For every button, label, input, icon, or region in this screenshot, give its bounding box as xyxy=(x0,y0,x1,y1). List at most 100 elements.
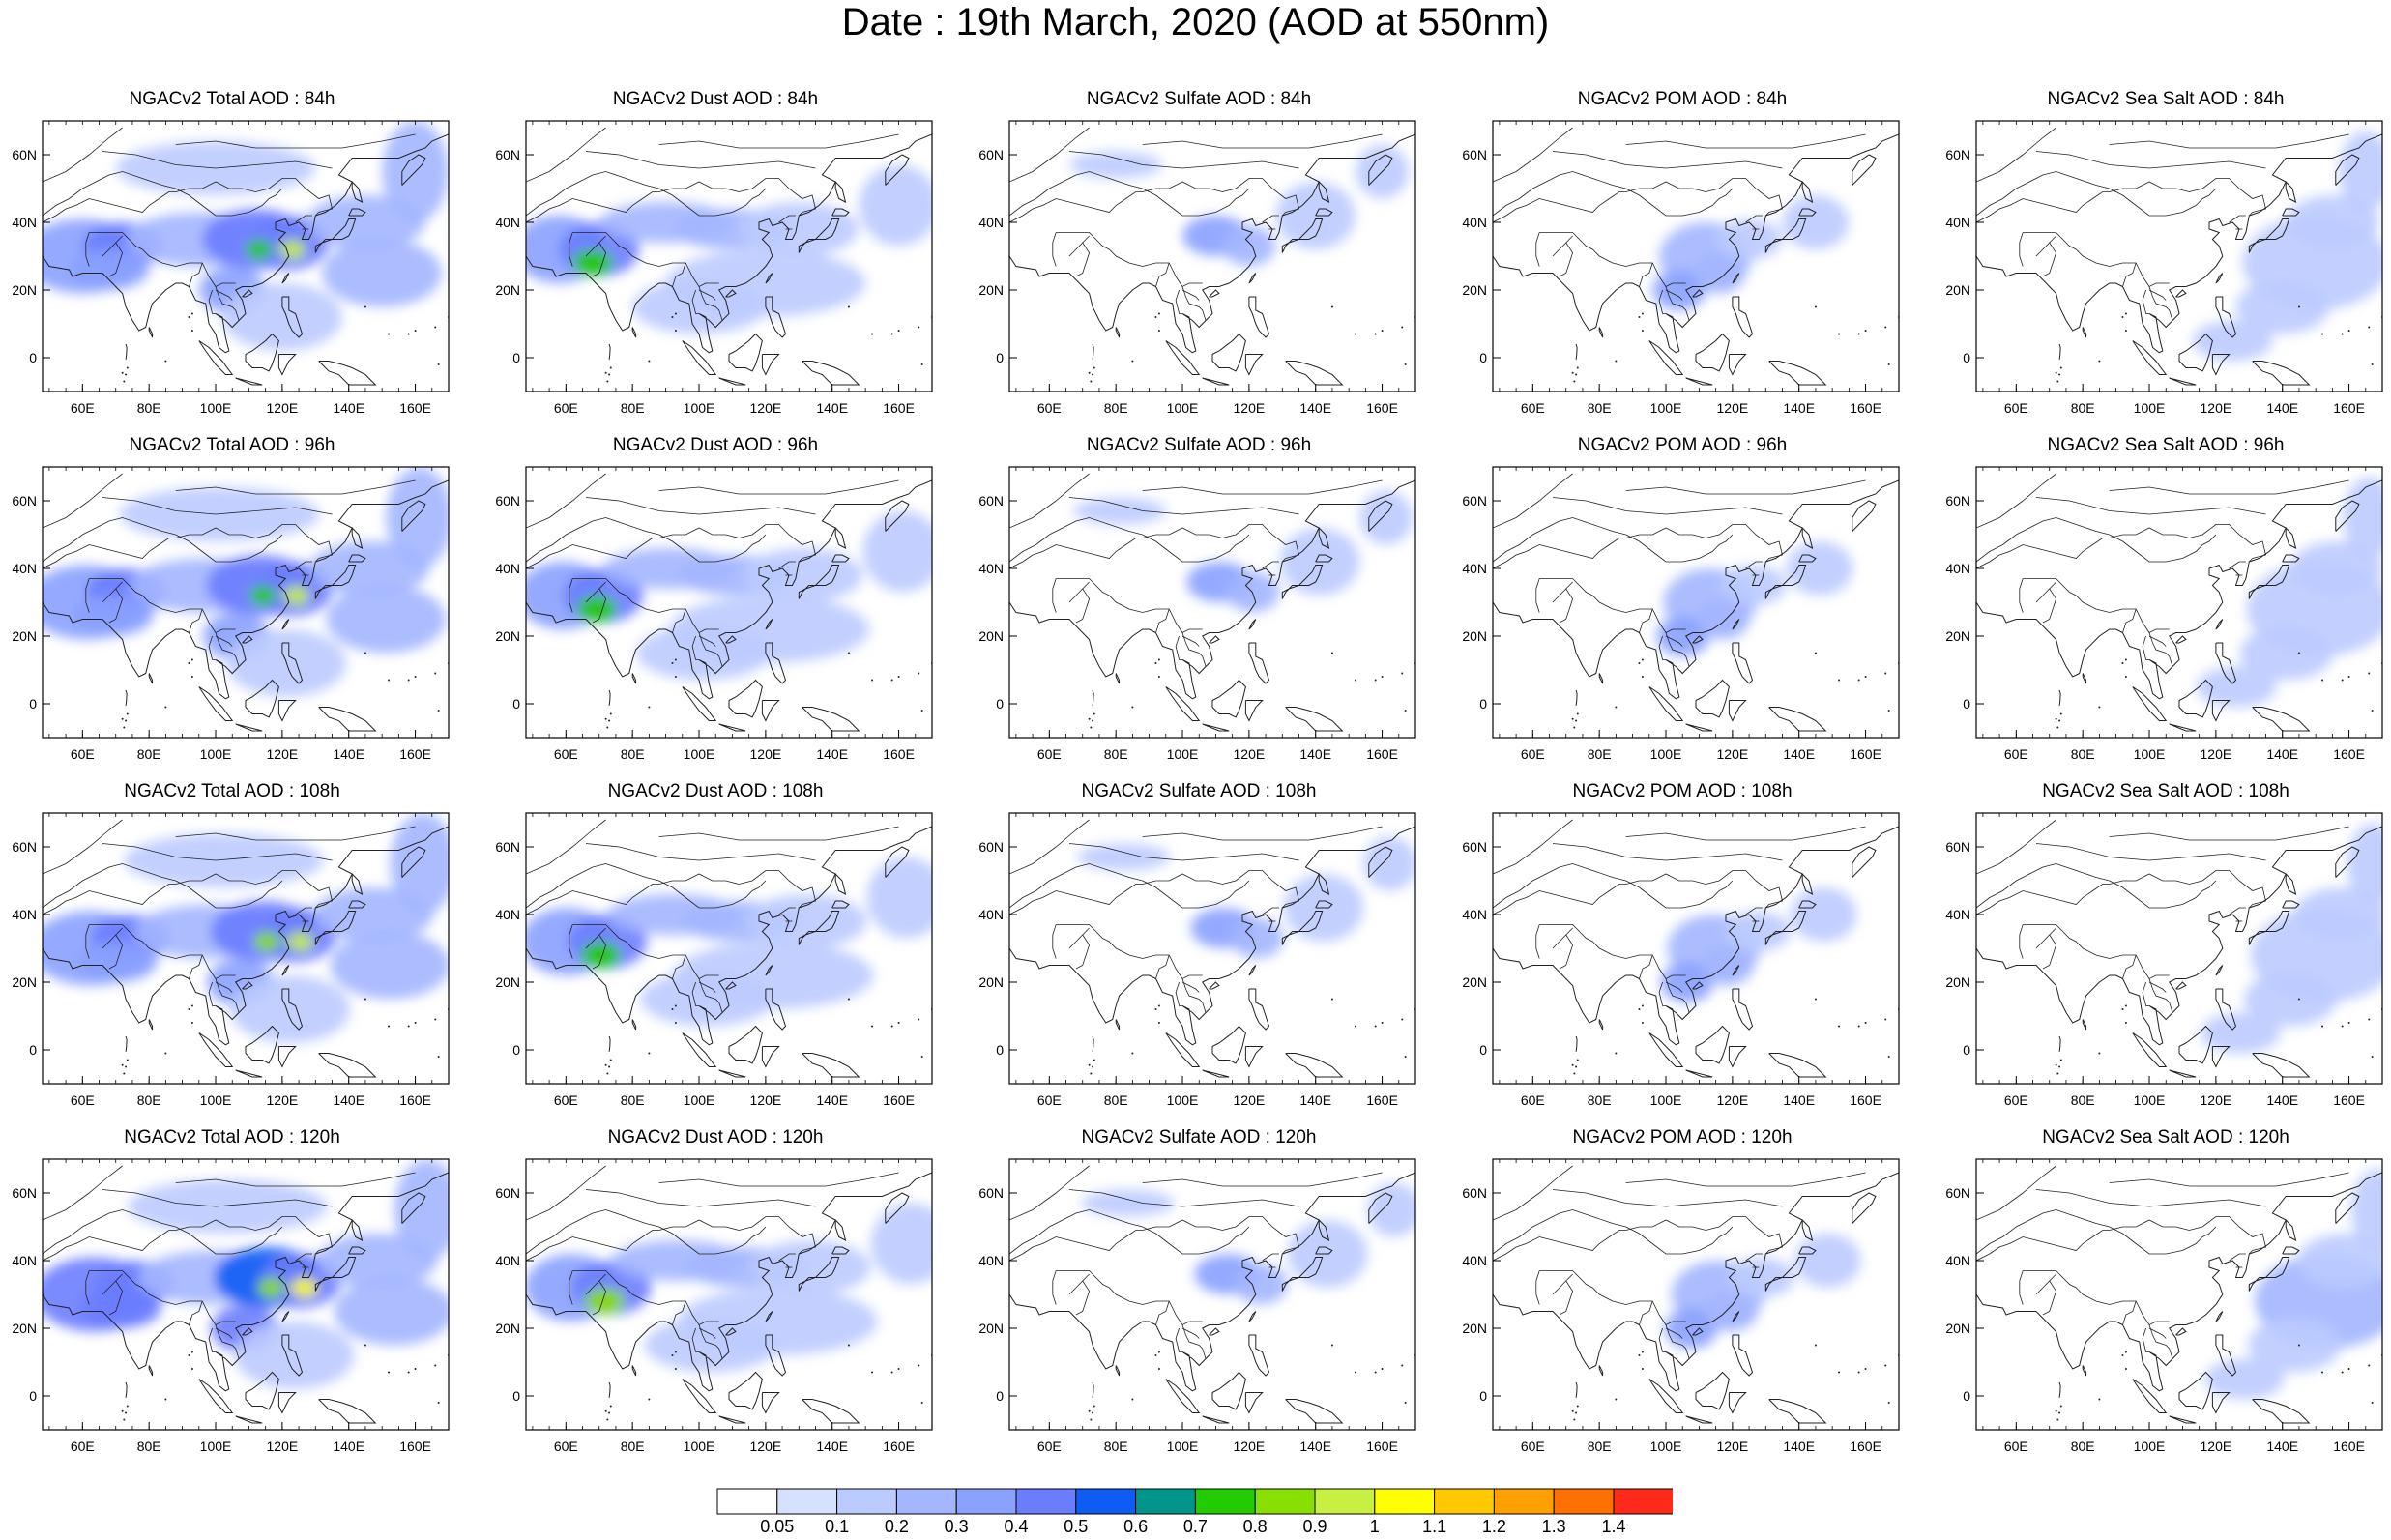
island-dot xyxy=(675,1368,677,1370)
island-dot xyxy=(191,676,193,678)
colorbar-swatch xyxy=(1435,1489,1495,1514)
border-line xyxy=(2230,908,2246,915)
island-dot xyxy=(2368,327,2370,329)
island-dot xyxy=(415,1022,417,1024)
aod-blob xyxy=(576,596,616,623)
island-dot xyxy=(898,1368,900,1370)
island-dot xyxy=(408,1026,410,1028)
border-line xyxy=(1626,1173,1866,1186)
coastline xyxy=(1686,1416,1713,1423)
border-line xyxy=(2110,535,2216,562)
island-dot xyxy=(2298,999,2300,1001)
lon-tick-label: 80E xyxy=(1104,1438,1128,1454)
coastline xyxy=(1212,1027,1245,1064)
island-dot xyxy=(1858,1372,1860,1374)
lon-tick-label: 140E xyxy=(1783,400,1815,416)
lon-tick-label: 60E xyxy=(1521,1092,1545,1108)
lat-tick-label: 0 xyxy=(996,1042,1004,1058)
border-line xyxy=(1053,579,1056,613)
border-line xyxy=(2123,609,2137,633)
island-dot xyxy=(1577,1406,1579,1408)
island-dot xyxy=(415,676,417,678)
island-dot xyxy=(1858,334,1860,335)
lat-tick-label: 60N xyxy=(12,1185,37,1201)
border-line xyxy=(1143,1173,1383,1186)
island-dot xyxy=(605,372,607,374)
lon-tick-label: 120E xyxy=(2201,1438,2232,1454)
aod-blob xyxy=(580,942,620,969)
plot-frame xyxy=(1009,467,1415,738)
border-line xyxy=(586,1190,816,1207)
coastline xyxy=(835,1220,845,1240)
aod-blob xyxy=(1235,1264,1288,1305)
lon-tick-label: 80E xyxy=(621,400,645,416)
coastline xyxy=(1729,1047,1745,1067)
island-dot xyxy=(2121,316,2123,318)
lat-tick-label: 0 xyxy=(1479,350,1487,365)
island-dot xyxy=(606,727,608,729)
island-dot xyxy=(127,713,129,715)
border-line xyxy=(1553,844,1783,861)
colorbar-swatch xyxy=(1136,1489,1196,1514)
lon-tick-label: 80E xyxy=(2071,1438,2095,1454)
colorbar-swatch xyxy=(1016,1489,1076,1514)
coastline xyxy=(1286,1054,1343,1078)
coastline xyxy=(1249,297,1269,337)
aod-blob xyxy=(636,626,770,681)
island-dot xyxy=(1572,1064,1574,1066)
lon-tick-label: 120E xyxy=(1717,746,1749,762)
aod-field xyxy=(1976,1166,2391,1423)
coastline xyxy=(1576,1036,1577,1052)
island-dot xyxy=(1865,1022,1867,1024)
border-line xyxy=(1069,1274,1090,1294)
island-dot xyxy=(2372,1402,2374,1404)
island-dot xyxy=(675,676,677,678)
coastline xyxy=(2253,1400,2310,1424)
lon-tick-label: 120E xyxy=(1717,1438,1749,1454)
aod-field xyxy=(1009,128,1416,385)
lon-tick-label: 160E xyxy=(399,1438,431,1454)
aod-blob xyxy=(330,932,450,1000)
coastline xyxy=(632,674,635,684)
coastline xyxy=(1116,674,1119,684)
lat-tick-label: 20N xyxy=(12,1321,37,1336)
coastline xyxy=(149,1366,152,1377)
coastline xyxy=(282,274,289,284)
border-line xyxy=(1659,1328,1666,1352)
aod-blob xyxy=(253,932,280,952)
lon-tick-label: 120E xyxy=(1234,1092,1266,1108)
lat-tick-label: 40N xyxy=(1945,907,1970,922)
island-dot xyxy=(1375,680,1377,682)
island-dot xyxy=(648,361,650,363)
island-dot xyxy=(191,659,193,661)
coastline xyxy=(1733,989,1753,1030)
colorbar-swatch xyxy=(837,1489,897,1514)
aod-blob xyxy=(1275,182,1356,249)
lon-tick-label: 160E xyxy=(1366,1092,1398,1108)
island-dot xyxy=(1158,313,1160,315)
coastline xyxy=(1116,1366,1119,1377)
island-dot xyxy=(1131,707,1133,709)
border-line xyxy=(2023,579,2170,633)
colorbar-swatch xyxy=(717,1489,777,1514)
coastline xyxy=(2283,901,2299,908)
island-dot xyxy=(1089,1064,1091,1066)
island-dot xyxy=(2321,680,2323,682)
coastline xyxy=(2083,328,2085,338)
lon-tick-label: 60E xyxy=(554,1092,578,1108)
lon-tick-label: 60E xyxy=(1521,1438,1545,1454)
coastline xyxy=(1696,334,1729,372)
coastline xyxy=(2176,290,2186,297)
border-line xyxy=(2036,582,2056,602)
island-dot xyxy=(1158,1005,1160,1007)
border-line xyxy=(1009,179,1299,223)
island-dot xyxy=(364,1345,366,1347)
island-dot xyxy=(1158,330,1160,332)
lon-tick-label: 160E xyxy=(399,400,431,416)
border-line xyxy=(1156,609,1170,633)
island-dot xyxy=(648,707,650,709)
